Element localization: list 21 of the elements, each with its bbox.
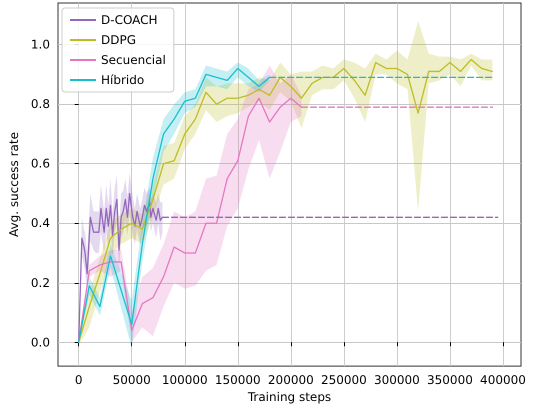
x-tick-label: 0 [74,373,83,388]
x-tick-label: 50000 [112,373,151,388]
legend-label: DDPG [101,33,136,47]
y-tick-label: 0.2 [30,276,50,290]
x-tick-label: 100000 [162,373,208,388]
y-tick-label: 0.8 [30,97,50,112]
y-tick-label: 0.0 [30,335,50,350]
legend-label: Híbrido [101,73,144,87]
y-tick-label: 1.0 [30,38,50,52]
y-axis-title: Avg. success rate [7,132,21,238]
x-tick-label: 250000 [320,373,367,388]
x-tick-label: 400000 [480,373,526,388]
x-tick-label: 300000 [374,373,420,388]
legend-label: D-COACH [101,13,158,27]
y-tick-label: 0.4 [30,216,50,230]
y-tick-label: 0.6 [30,156,50,171]
x-tick-label: 200000 [268,373,314,388]
x-tick-label: 350000 [427,373,473,388]
x-tick-label: 150000 [214,373,261,388]
x-axis-title: Training steps [246,390,332,404]
legend-label: Secuencial [101,53,166,67]
